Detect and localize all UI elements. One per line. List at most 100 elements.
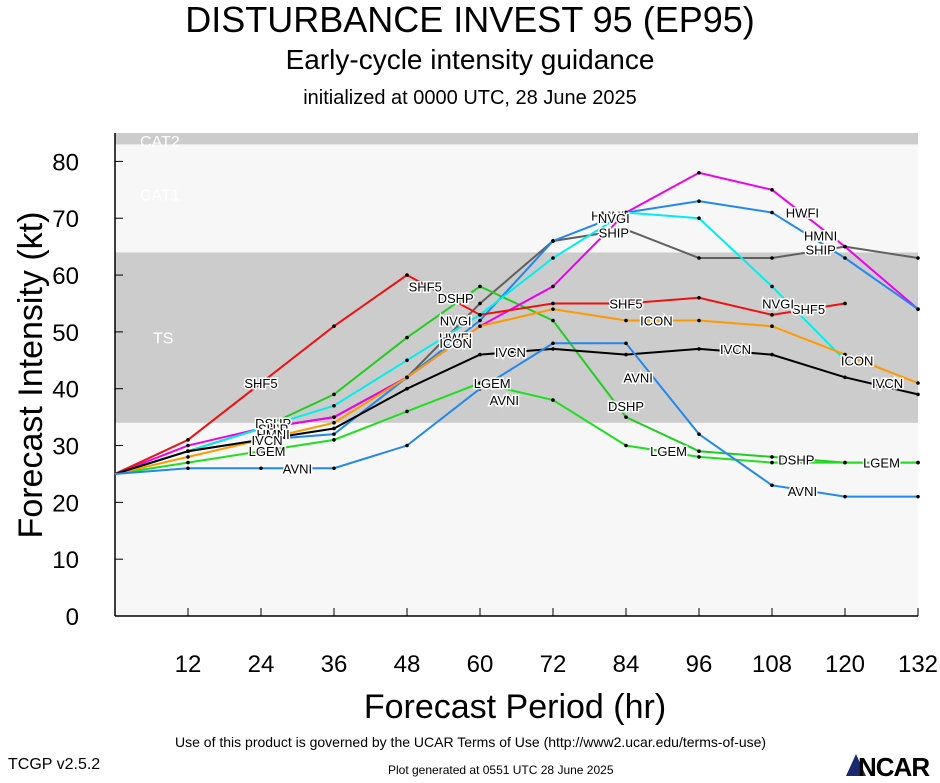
y-tick-label: 60 [52, 263, 79, 290]
series-label-icon: ICON [640, 314, 673, 329]
data-point [186, 449, 190, 454]
data-point [624, 210, 628, 215]
data-point [843, 244, 847, 249]
data-point [332, 466, 336, 471]
series-label-hwfi: HWFI [439, 331, 472, 346]
data-point [405, 273, 409, 277]
series-label-ivcn: IVCN [720, 342, 751, 357]
data-point [259, 426, 263, 431]
series-label-ivcn: IVCN [252, 433, 283, 448]
series-label-hmni: HMNI [591, 208, 624, 223]
series-label-dshp: DSHP [778, 453, 814, 468]
series-label-hmni: HMNI [257, 427, 290, 442]
data-point [405, 375, 409, 380]
data-point [697, 449, 701, 454]
data-point [770, 188, 774, 192]
data-point [770, 210, 774, 215]
data-point [259, 466, 263, 471]
data-point [259, 449, 263, 454]
data-point [186, 466, 190, 471]
data-point [186, 443, 190, 448]
x-tick-label: 12 [175, 651, 202, 678]
data-point [697, 216, 701, 221]
data-point [770, 455, 774, 459]
band-label-cat1: CAT1 [140, 187, 180, 204]
data-point [478, 352, 482, 357]
data-point [770, 460, 774, 465]
data-point [624, 301, 628, 306]
data-point [843, 460, 847, 465]
series-label-lgem: LGEM [650, 444, 687, 459]
data-point [551, 284, 555, 289]
series-lines [114, 170, 920, 499]
data-point [697, 256, 701, 260]
data-point [332, 421, 336, 425]
data-point [697, 318, 701, 323]
data-point [770, 313, 774, 317]
data-point [770, 284, 774, 289]
data-point [332, 392, 336, 397]
data-point [332, 403, 336, 408]
data-point [186, 438, 190, 442]
data-point [405, 409, 409, 414]
data-point [332, 432, 336, 436]
data-point [770, 483, 774, 488]
data-point [405, 335, 409, 340]
data-point [478, 318, 482, 323]
band-label-ts: TS [153, 331, 173, 348]
terms-of-use: Use of this product is governed by the U… [175, 734, 767, 750]
data-point [259, 381, 263, 385]
data-point [551, 239, 555, 243]
data-point [624, 227, 628, 232]
data-point [916, 381, 920, 385]
series-line-lgem [114, 381, 918, 475]
band-cat2 [115, 133, 918, 145]
x-tick-label: 60 [467, 651, 494, 678]
data-point [551, 398, 555, 402]
y-tick-label: 30 [52, 434, 79, 461]
band-label-cat2: CAT2 [140, 134, 180, 151]
series-label-shf5: SHF5 [609, 296, 642, 311]
series-label-icon: ICON [841, 353, 874, 368]
data-point [551, 318, 555, 323]
y-tick-label: 20 [52, 490, 79, 517]
data-point [551, 301, 555, 306]
data-point [843, 301, 847, 306]
data-point [916, 392, 920, 397]
data-point [186, 460, 190, 465]
axes: 12 24 36 48 60 72 84 96 108 120 132 0 10 20 30 40 50 60 70… [52, 133, 938, 678]
ncar-logo: NCAR [858, 752, 930, 782]
y-axis-label: Forecast Intensity (kt) [12, 212, 50, 539]
data-point [697, 455, 701, 459]
series-label-ship: SHIP [805, 242, 835, 257]
series-label-avni: AVNI [623, 370, 652, 385]
category-bands: TS CAT1 CAT2 [115, 133, 918, 616]
data-point [332, 324, 336, 329]
data-point [551, 341, 555, 346]
data-point [186, 455, 190, 459]
data-point [697, 295, 701, 300]
data-point [697, 199, 701, 203]
series-label-avni: AVNI [788, 484, 817, 499]
data-point [551, 256, 555, 260]
generated-time: Plot generated at 0551 UTC 28 June 2025 [388, 763, 614, 777]
data-point [916, 460, 920, 465]
series-line-ivcn [114, 347, 919, 475]
data-point [259, 438, 263, 442]
x-axis-label: Forecast Period (hr) [364, 688, 666, 726]
data-point [478, 381, 482, 385]
data-point [332, 426, 336, 431]
data-point [843, 352, 847, 357]
data-point [405, 358, 409, 363]
data-point [916, 494, 920, 499]
data-point [697, 347, 701, 351]
y-tick-label: 70 [52, 206, 79, 233]
series-label-nvgi: NVGI [762, 296, 794, 311]
series-label-ivcn: IVCN [495, 345, 526, 360]
series-label-lgem: LGEM [249, 444, 286, 459]
chart-title: DISTURBANCE INVEST 95 (EP95) [185, 0, 755, 40]
series-label-ship: SHIP [599, 225, 629, 240]
band-cat1 [115, 144, 918, 253]
